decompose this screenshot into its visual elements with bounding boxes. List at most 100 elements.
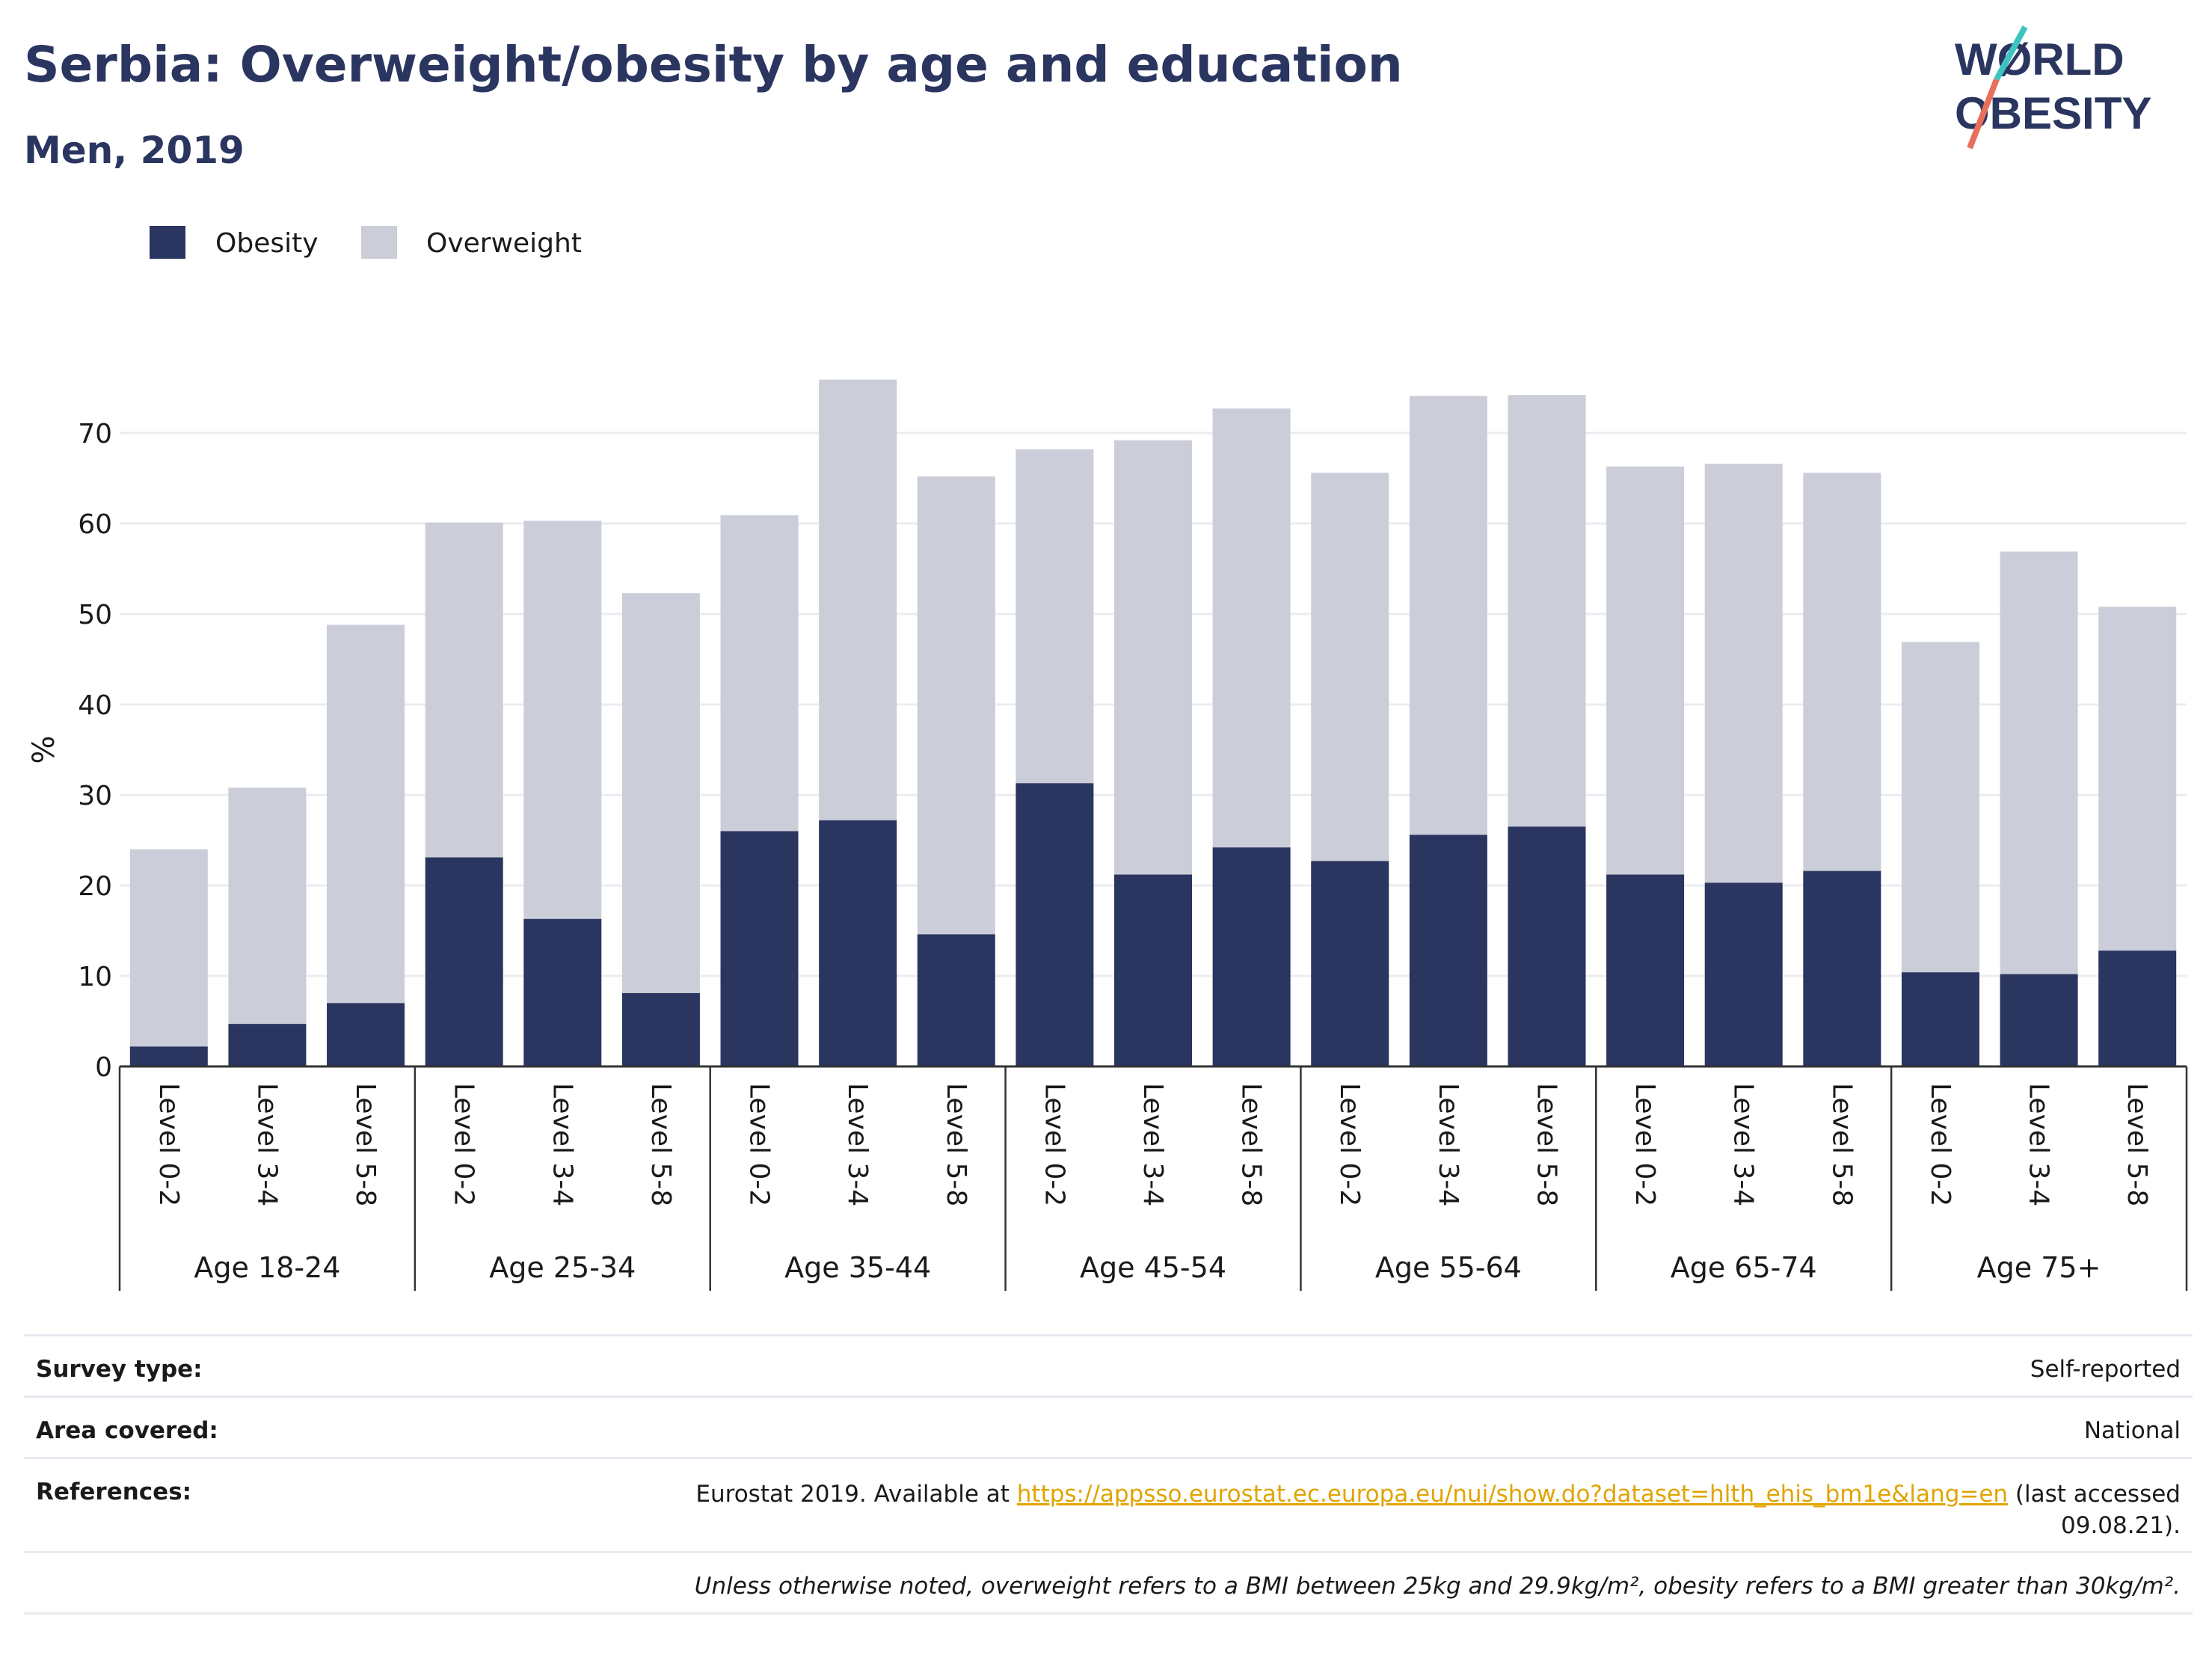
x-tick-label: Level 3-4 (1137, 1083, 1168, 1206)
logo-slash-bottom (1967, 78, 2000, 150)
x-tick-label: Level 5-8 (941, 1083, 971, 1206)
bar-obesity (621, 992, 700, 1066)
x-tick-label: Level 0-2 (744, 1083, 775, 1206)
stacked-bar-chart: Obesity Overweight 0 10 20 30 40 50 60 70% Level 0… (27, 226, 2188, 1291)
bar-obesity (1704, 882, 1783, 1066)
x-tick-label: Level 0-2 (1629, 1083, 1660, 1206)
x-tick-label: Level 5-8 (1826, 1083, 1857, 1206)
chart-title: Serbia: Overweight/obesity by age and ed… (24, 36, 1403, 93)
x-tick-label: Level 5-8 (1236, 1083, 1267, 1206)
area-covered-value: National (2083, 1417, 2181, 1444)
bar-overweight (1311, 473, 1389, 862)
x-tick-label: Level 0-2 (1334, 1083, 1365, 1206)
bar-overweight (1704, 464, 1783, 883)
group-label: Age 75+ (1977, 1251, 2101, 1284)
x-tick-label: Level 3-4 (1433, 1083, 1463, 1206)
chart-subtitle: Men, 2019 (24, 129, 245, 172)
group-label: Age 55-64 (1375, 1251, 1522, 1284)
bar-overweight (1409, 396, 1487, 835)
area-covered-label: Area covered: (36, 1417, 218, 1444)
bar-overweight (1606, 466, 1685, 875)
bar-obesity (129, 1046, 208, 1066)
bar-obesity (720, 831, 799, 1066)
bar-obesity (917, 934, 995, 1066)
x-tick-label: Level 3-4 (1728, 1083, 1759, 1206)
group-label: Age 65-74 (1671, 1251, 1817, 1284)
y-tick-label: 30 (78, 781, 112, 811)
legend-label-overweight: Overweight (426, 228, 582, 259)
x-tick-label: Level 3-4 (251, 1083, 282, 1206)
x-tick-label: Level 3-4 (547, 1083, 577, 1206)
logo-line1: WØRLD (1955, 34, 2125, 85)
bar-obesity (1114, 874, 1192, 1066)
references-label: References: (36, 1479, 192, 1505)
bar-obesity (1508, 826, 1586, 1066)
x-tick-label: Level 5-8 (1531, 1083, 1561, 1206)
bar-overweight (228, 787, 307, 1025)
legend-label-obesity: Obesity (215, 228, 319, 259)
bar-overweight (2098, 607, 2177, 951)
bar-obesity (228, 1024, 307, 1066)
references-suffix: (last accessed 09.08.21). (2008, 1481, 2181, 1539)
footnote: Unless otherwise noted, overweight refer… (694, 1573, 2181, 1600)
bar-obesity (1901, 972, 1979, 1066)
bar-overweight (2000, 551, 2078, 974)
y-tick-label: 10 (78, 962, 112, 992)
bar-overweight (917, 476, 995, 935)
references-link[interactable]: https://appsso.eurostat.ec.europa.eu/nui… (1016, 1481, 2009, 1508)
bar-obesity (327, 1003, 405, 1066)
bar-obesity (425, 857, 503, 1066)
info-row-footnote: Unless otherwise noted, overweight refer… (24, 1551, 2193, 1613)
legend-swatch-obesity (150, 226, 185, 259)
bar-obesity (1803, 871, 1881, 1066)
bar-overweight (425, 522, 503, 858)
logo-slash-top (1994, 25, 2028, 81)
info-row-survey: Survey type: Self-reported (24, 1334, 2193, 1396)
group-label: Age 18-24 (194, 1251, 340, 1284)
y-tick-label: 20 (78, 871, 112, 902)
bar-obesity (1606, 874, 1685, 1066)
group-label: Age 25-34 (489, 1251, 636, 1284)
x-tick-label: Level 3-4 (2024, 1083, 2054, 1206)
info-row-references: References: Eurostat 2019. Available at … (24, 1457, 2193, 1552)
y-axis-title: % (27, 735, 61, 764)
bar-overweight (327, 624, 405, 1004)
references-prefix: Eurostat 2019. Available at (695, 1481, 1017, 1508)
bar-overweight (1803, 473, 1881, 871)
x-tick-label: Level 0-2 (153, 1083, 184, 1206)
bar-overweight (720, 515, 799, 832)
bar-overweight (1114, 440, 1192, 875)
survey-type-value: Self-reported (2030, 1356, 2181, 1383)
bar-obesity (1016, 783, 1094, 1066)
bar-obesity (1409, 835, 1487, 1066)
x-tick-label: Level 0-2 (1039, 1083, 1069, 1206)
group-label: Age 45-54 (1080, 1251, 1226, 1284)
bar-obesity (523, 918, 602, 1066)
y-tick-label: 60 (78, 509, 112, 540)
x-tick-label: Level 5-8 (350, 1083, 381, 1206)
legend-swatch-overweight (361, 226, 397, 259)
bar-overweight (523, 521, 602, 919)
x-tick-label: Level 0-2 (449, 1083, 479, 1206)
x-tick-label: Level 5-8 (2122, 1083, 2152, 1206)
y-tick-label: 50 (78, 600, 112, 630)
bar-overweight (1901, 642, 1979, 973)
bar-overweight (1016, 449, 1094, 784)
bar-obesity (1212, 847, 1291, 1066)
bar-obesity (2098, 951, 2177, 1066)
bar-overweight (129, 849, 208, 1047)
info-row-area: Area covered: National (24, 1395, 2193, 1458)
y-tick-label: 40 (78, 690, 112, 721)
bar-obesity (1311, 861, 1389, 1066)
world-obesity-logo: WØRLD OBESITY (1955, 25, 2151, 150)
group-label: Age 35-44 (784, 1251, 931, 1284)
bar-obesity (819, 820, 897, 1066)
x-tick-label: Level 5-8 (645, 1083, 676, 1206)
survey-type-label: Survey type: (36, 1356, 203, 1383)
bar-overweight (621, 593, 700, 993)
x-tick-label: Level 3-4 (842, 1083, 873, 1206)
y-tick-label: 70 (78, 419, 112, 449)
y-tick-label: 0 (95, 1052, 112, 1083)
references-value: Eurostat 2019. Available at https://apps… (685, 1479, 2181, 1541)
bar-overweight (1212, 408, 1291, 848)
